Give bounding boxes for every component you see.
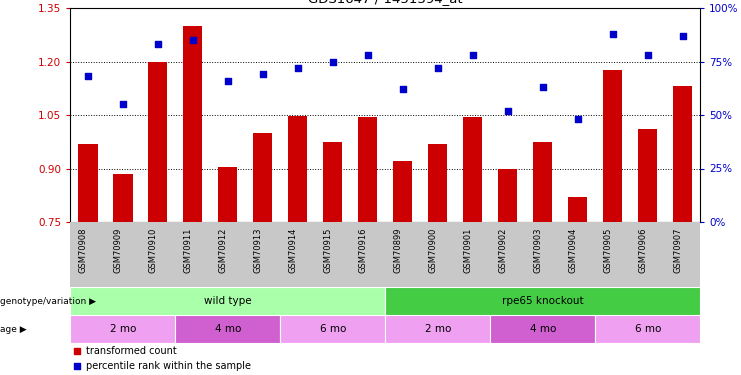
Text: GSM70904: GSM70904 xyxy=(569,227,578,273)
Title: GDS1647 / 1451394_at: GDS1647 / 1451394_at xyxy=(308,0,462,6)
Point xyxy=(71,363,82,369)
Point xyxy=(397,86,409,92)
Bar xyxy=(148,62,167,222)
Text: GSM70909: GSM70909 xyxy=(114,227,123,273)
Bar xyxy=(393,161,413,222)
Point xyxy=(117,101,129,107)
Bar xyxy=(183,26,202,222)
Text: 2 mo: 2 mo xyxy=(425,324,451,334)
Bar xyxy=(70,315,176,343)
Point xyxy=(82,74,94,80)
Point xyxy=(152,41,164,47)
Bar xyxy=(638,129,657,222)
Bar xyxy=(595,315,700,343)
Bar xyxy=(113,174,133,222)
Bar xyxy=(463,117,482,222)
Point xyxy=(71,348,82,354)
Bar xyxy=(253,133,273,222)
Bar xyxy=(79,144,98,222)
Text: 2 mo: 2 mo xyxy=(110,324,136,334)
Point xyxy=(572,116,584,122)
Bar xyxy=(70,287,385,315)
Point xyxy=(432,65,444,71)
Point xyxy=(536,84,548,90)
Point xyxy=(222,78,234,84)
Bar xyxy=(219,167,237,222)
Point xyxy=(642,52,654,58)
Bar xyxy=(491,315,595,343)
Text: GSM70912: GSM70912 xyxy=(219,227,228,273)
Text: GSM70902: GSM70902 xyxy=(499,227,508,273)
Point xyxy=(467,52,479,58)
Text: GSM70916: GSM70916 xyxy=(359,227,368,273)
Point xyxy=(327,58,339,64)
Text: GSM70905: GSM70905 xyxy=(604,227,613,273)
Text: age ▶: age ▶ xyxy=(0,324,27,333)
Bar xyxy=(673,87,692,222)
Text: GSM70908: GSM70908 xyxy=(79,227,88,273)
Text: GSM70911: GSM70911 xyxy=(184,227,193,273)
Bar xyxy=(288,116,308,222)
Text: percentile rank within the sample: percentile rank within the sample xyxy=(86,362,251,371)
Text: 6 mo: 6 mo xyxy=(634,324,661,334)
Point xyxy=(677,33,688,39)
Bar xyxy=(385,287,700,315)
Bar xyxy=(358,117,377,222)
Point xyxy=(607,31,619,37)
Text: GSM70903: GSM70903 xyxy=(534,227,542,273)
Text: wild type: wild type xyxy=(204,296,252,306)
Point xyxy=(502,108,514,114)
Bar xyxy=(280,315,385,343)
Bar xyxy=(568,197,588,222)
Text: GSM70906: GSM70906 xyxy=(639,227,648,273)
Text: GSM70907: GSM70907 xyxy=(674,227,682,273)
Bar xyxy=(176,315,280,343)
Text: GSM70914: GSM70914 xyxy=(289,227,298,273)
Text: rpe65 knockout: rpe65 knockout xyxy=(502,296,584,306)
Point xyxy=(292,65,304,71)
Bar xyxy=(323,142,342,222)
Text: genotype/variation ▶: genotype/variation ▶ xyxy=(0,297,96,306)
Text: GSM70900: GSM70900 xyxy=(429,227,438,273)
Text: 4 mo: 4 mo xyxy=(530,324,556,334)
Text: GSM70913: GSM70913 xyxy=(254,227,263,273)
Text: GSM70899: GSM70899 xyxy=(393,227,403,273)
Bar xyxy=(385,315,491,343)
Bar xyxy=(534,142,552,222)
Text: GSM70910: GSM70910 xyxy=(149,227,158,273)
Text: transformed count: transformed count xyxy=(86,346,177,356)
Point xyxy=(362,52,373,58)
Text: 4 mo: 4 mo xyxy=(215,324,241,334)
Text: 6 mo: 6 mo xyxy=(319,324,346,334)
Text: GSM70915: GSM70915 xyxy=(324,227,333,273)
Bar xyxy=(428,144,448,222)
Point xyxy=(187,37,199,43)
Point xyxy=(257,71,269,77)
Text: GSM70901: GSM70901 xyxy=(464,227,473,273)
Bar xyxy=(498,168,517,222)
Bar xyxy=(603,70,622,222)
